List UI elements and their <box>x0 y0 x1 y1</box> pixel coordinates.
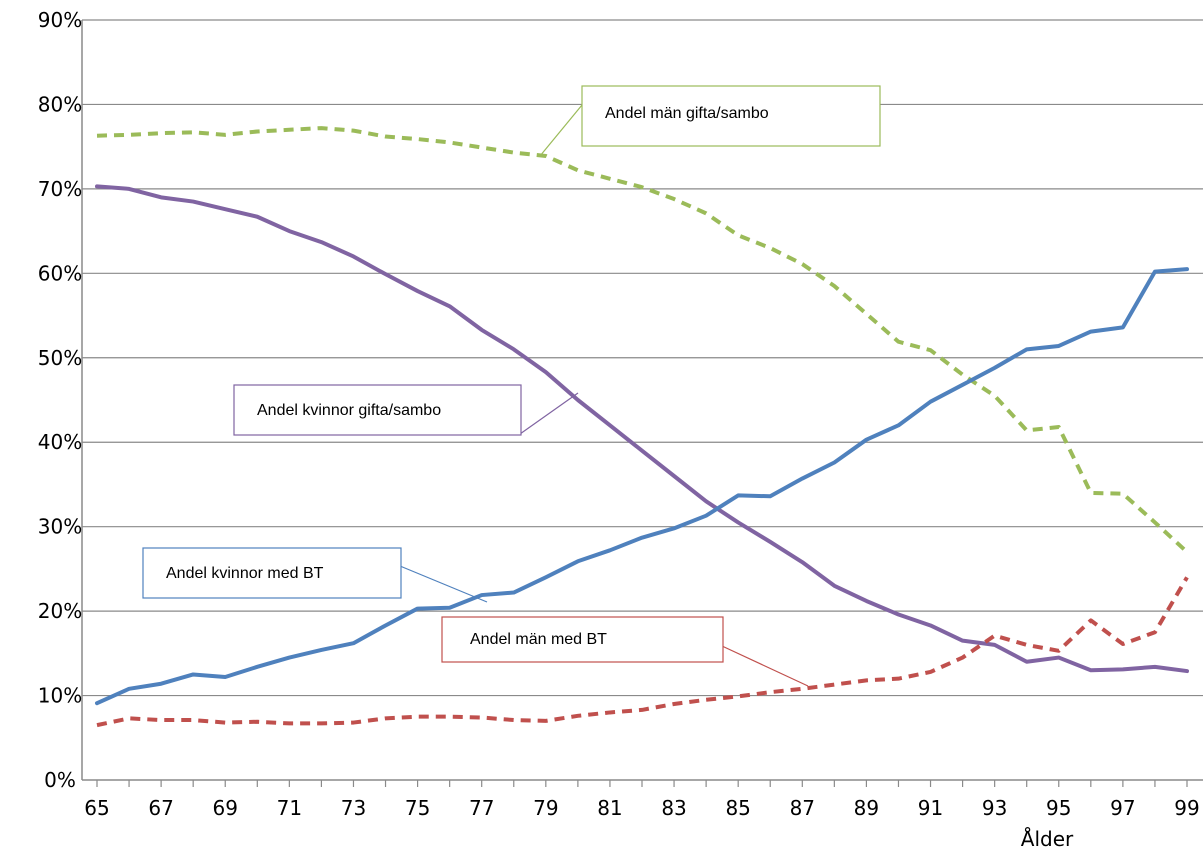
y-tick-label: 50% <box>38 346 82 370</box>
x-tick-labels: 65 67 69 71 73 75 77 79 81 83 85 87 89 91 93 95 97 99 <box>84 780 1200 820</box>
x-tick-label: 95 <box>1046 796 1071 820</box>
x-tick-label: 91 <box>918 796 943 820</box>
x-tick-label: 89 <box>854 796 879 820</box>
y-tick-label: 80% <box>38 92 82 116</box>
callout-man-bt: Andel män med BT <box>441 616 809 687</box>
x-tick-label: 65 <box>84 796 109 820</box>
series-line-1 <box>95 184 1189 674</box>
y-tick-label: 40% <box>38 430 82 454</box>
y-tick-label: 60% <box>38 261 82 285</box>
x-axis-label: Ålder <box>1021 827 1074 851</box>
series-line-2 <box>95 267 1189 706</box>
gridlines <box>82 19 1203 697</box>
x-tick-label: 93 <box>982 796 1007 820</box>
callout-leader-kvinnor-gifta <box>519 392 579 435</box>
x-tick-label: 75 <box>405 796 430 820</box>
x-tick-label: 81 <box>597 796 622 820</box>
x-tick-label: 77 <box>469 796 494 820</box>
x-tick-label: 97 <box>1110 796 1135 820</box>
callout-label-kvinnor-gifta: Andel kvinnor gifta/sambo <box>257 402 441 419</box>
x-tick-label: 71 <box>277 796 302 820</box>
callout-leader-kvinnor-bt <box>399 565 488 603</box>
y-tick-label: 10% <box>38 684 82 708</box>
callout-label-man-bt: Andel män med BT <box>470 631 607 648</box>
x-tick-label: 85 <box>725 796 750 820</box>
x-tick-label: 69 <box>213 796 238 820</box>
callout-leader-man-gifta <box>539 104 583 157</box>
x-tick-label: 79 <box>533 796 558 820</box>
callout-label-man-gifta: Andel män gifta/sambo <box>605 105 769 122</box>
x-tick-label: 67 <box>148 796 173 820</box>
series-lines <box>95 126 1189 728</box>
y-tick-label: 30% <box>38 515 82 539</box>
callout-man-gifta: Andel män gifta/sambo <box>539 85 881 157</box>
y-tick-labels: 0% 10% 20% 30% 40% 50% 60% 70% 80% 90% <box>38 8 82 792</box>
y-tick-label: 20% <box>38 599 82 623</box>
y-tick-label: 70% <box>38 177 82 201</box>
series-line-3 <box>96 576 1189 728</box>
callout-box-man-bt <box>441 616 724 663</box>
x-tick-label: 83 <box>661 796 686 820</box>
series-line-0 <box>96 126 1189 554</box>
callout-box-kvinnor-gifta <box>233 384 522 436</box>
y-tick-label: 90% <box>38 8 82 32</box>
callout-kvinnor-bt: Andel kvinnor med BT <box>142 547 488 603</box>
callout-box-kvinnor-bt <box>142 547 402 599</box>
callout-kvinnor-gifta: Andel kvinnor gifta/sambo <box>233 384 579 436</box>
x-tick-label: 99 <box>1174 796 1199 820</box>
callout-box-man-gifta <box>581 85 881 147</box>
x-tick-label: 73 <box>341 796 366 820</box>
callout-label-kvinnor-bt: Andel kvinnor med BT <box>166 565 324 582</box>
x-tick-label: 87 <box>790 796 815 820</box>
y-tick-label: 0% <box>44 768 76 792</box>
callout-leader-man-bt <box>721 645 809 687</box>
